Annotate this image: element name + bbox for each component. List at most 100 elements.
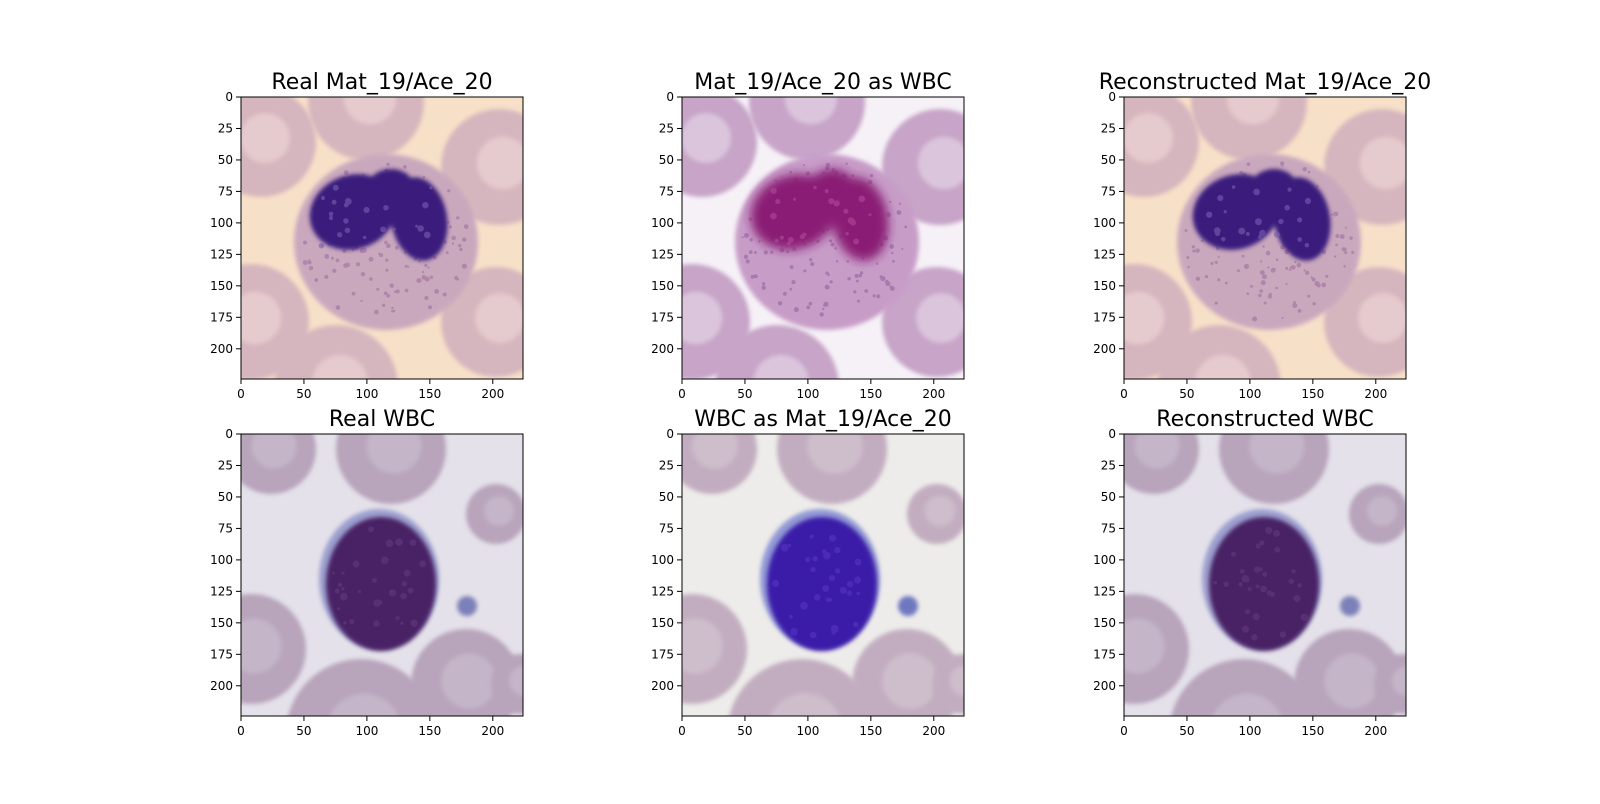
micrograph-image — [1124, 434, 1406, 716]
y-tick-label: 175 — [210, 310, 233, 324]
y-tick-label: 25 — [1101, 458, 1116, 472]
y-tick-label: 50 — [1101, 153, 1116, 167]
x-tick-label: 150 — [859, 387, 882, 401]
x-tick-label: 50 — [1179, 724, 1194, 738]
rbc-shape — [491, 654, 523, 714]
y-tick-label: 100 — [1093, 553, 1116, 567]
rbc-shape — [466, 484, 523, 544]
x-tick-label: 200 — [1364, 724, 1387, 738]
y-tick-label: 75 — [659, 184, 674, 198]
y-tick-label: 150 — [1093, 279, 1116, 293]
x-tick-label: 150 — [859, 724, 882, 738]
micrograph-image — [241, 434, 523, 716]
rbc-shape — [1171, 659, 1317, 716]
y-tick-label: 50 — [659, 490, 674, 504]
y-tick-label: 125 — [210, 247, 233, 261]
y-tick-label: 175 — [210, 647, 233, 661]
y-tick-label: 100 — [210, 216, 233, 230]
rbc-shape — [1191, 97, 1307, 160]
y-tick-label: 125 — [1093, 247, 1116, 261]
figure-panel: Reconstructed Mat_19/Ace_200255075100125… — [1093, 70, 1431, 401]
x-tick-label: 50 — [296, 724, 311, 738]
x-tick-label: 200 — [922, 724, 945, 738]
y-tick-label: 75 — [218, 521, 233, 535]
x-tick-label: 0 — [1120, 387, 1128, 401]
rbc-shape — [241, 434, 316, 494]
y-tick-label: 175 — [651, 647, 674, 661]
x-tick-label: 150 — [1301, 387, 1324, 401]
x-tick-label: 0 — [1120, 724, 1128, 738]
x-tick-label: 50 — [737, 387, 752, 401]
axes-frame — [240, 96, 524, 380]
y-tick-label: 0 — [225, 90, 233, 104]
cell-nucleus — [309, 169, 448, 261]
y-tick-label: 100 — [210, 553, 233, 567]
rbc-shape — [336, 434, 446, 504]
y-tick-label: 0 — [1108, 90, 1116, 104]
cell-nucleus — [326, 517, 436, 651]
rbc-shape — [749, 97, 865, 160]
rbc-shape — [1124, 594, 1189, 704]
x-tick-label: 50 — [1179, 387, 1194, 401]
y-tick-label: 200 — [210, 342, 233, 356]
y-tick-label: 125 — [1093, 584, 1116, 598]
micrograph-image — [682, 434, 964, 716]
rbc-shape — [1374, 654, 1406, 714]
y-tick-label: 75 — [218, 184, 233, 198]
axes-frame — [1123, 433, 1407, 717]
rbc-shape — [1219, 434, 1329, 504]
y-tick-label: 150 — [210, 279, 233, 293]
y-tick-label: 50 — [1101, 490, 1116, 504]
figure-panel: Real WBC 0 25 50 75 100 125 150 175 200 0 50 100 150 2… — [210, 407, 524, 738]
y-tick-label: 50 — [218, 490, 233, 504]
y-tick-label: 175 — [1093, 647, 1116, 661]
x-tick-label: 100 — [796, 387, 819, 401]
x-tick-label: 100 — [355, 724, 378, 738]
rbc-shape — [682, 434, 757, 494]
panel-title: Reconstructed WBC — [1156, 407, 1373, 432]
figure-panel: Reconstructed WBC 0 25 50 75 100 125 150 175 200 0… — [1093, 407, 1407, 738]
y-tick-label: 100 — [1093, 216, 1116, 230]
x-tick-label: 50 — [296, 387, 311, 401]
rbc-shape — [777, 434, 887, 504]
y-tick-label: 50 — [659, 153, 674, 167]
y-tick-label: 0 — [666, 90, 674, 104]
x-tick-label: 200 — [922, 387, 945, 401]
rbc-shape — [1324, 267, 1406, 377]
y-tick-label: 125 — [210, 584, 233, 598]
y-tick-label: 100 — [651, 216, 674, 230]
y-tick-label: 150 — [1093, 616, 1116, 630]
y-tick-label: 75 — [659, 521, 674, 535]
axes-frame — [681, 96, 965, 380]
y-tick-label: 0 — [1108, 427, 1116, 441]
y-tick-label: 150 — [651, 279, 674, 293]
rbc-shape — [274, 325, 398, 379]
rbc-shape — [1157, 325, 1281, 379]
rbc-shape — [715, 325, 839, 379]
x-tick-label: 0 — [237, 724, 245, 738]
rbc-shape — [241, 594, 306, 704]
cell-nucleus — [767, 517, 877, 651]
y-tick-label: 25 — [659, 121, 674, 135]
figure-panel: WBC as Mat_19/Ace_20 0 25 50 75 100 125 150 175 2… — [651, 407, 965, 738]
y-tick-label: 150 — [651, 616, 674, 630]
figure-panel: Mat_19/Ace_20 as WBC 0 25 50 75 100 125 150 175 2… — [651, 70, 965, 401]
axes-frame — [240, 433, 524, 717]
axes-frame — [681, 433, 965, 717]
rbc-shape — [682, 97, 757, 197]
rbc-shape — [288, 659, 434, 716]
y-tick-label: 125 — [651, 247, 674, 261]
platelet-shape — [898, 596, 918, 616]
y-tick-label: 25 — [218, 121, 233, 135]
rbc-shape — [907, 484, 964, 544]
rbc-shape — [1349, 484, 1406, 544]
x-tick-label: 200 — [481, 387, 504, 401]
x-tick-label: 150 — [1301, 724, 1324, 738]
panel-title: Mat_19/Ace_20 as WBC — [694, 70, 952, 95]
micrograph-image — [682, 97, 964, 379]
y-tick-label: 75 — [1101, 184, 1116, 198]
micrograph-image — [241, 97, 523, 379]
rbc-shape — [682, 594, 747, 704]
y-tick-label: 200 — [1093, 342, 1116, 356]
rbc-shape — [882, 267, 964, 377]
